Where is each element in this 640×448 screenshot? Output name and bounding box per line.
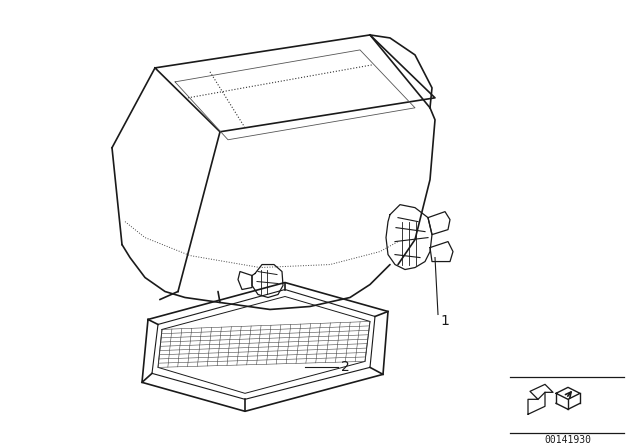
Text: 2: 2 <box>341 360 349 375</box>
Text: 1: 1 <box>440 314 449 328</box>
Text: 00141930: 00141930 <box>545 435 591 445</box>
